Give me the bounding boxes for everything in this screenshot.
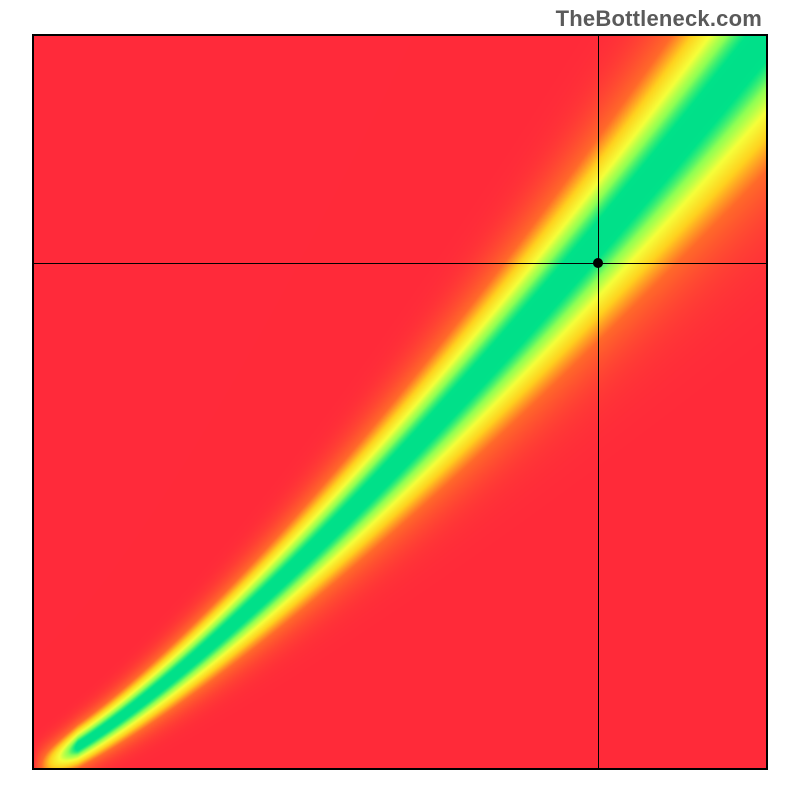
crosshair-vertical: [598, 36, 599, 768]
crosshair-horizontal: [34, 263, 766, 264]
crosshair-marker: [593, 258, 603, 268]
watermark-text: TheBottleneck.com: [556, 6, 762, 32]
bottleneck-heatmap-canvas: [34, 36, 766, 768]
plot-area: [32, 34, 768, 770]
